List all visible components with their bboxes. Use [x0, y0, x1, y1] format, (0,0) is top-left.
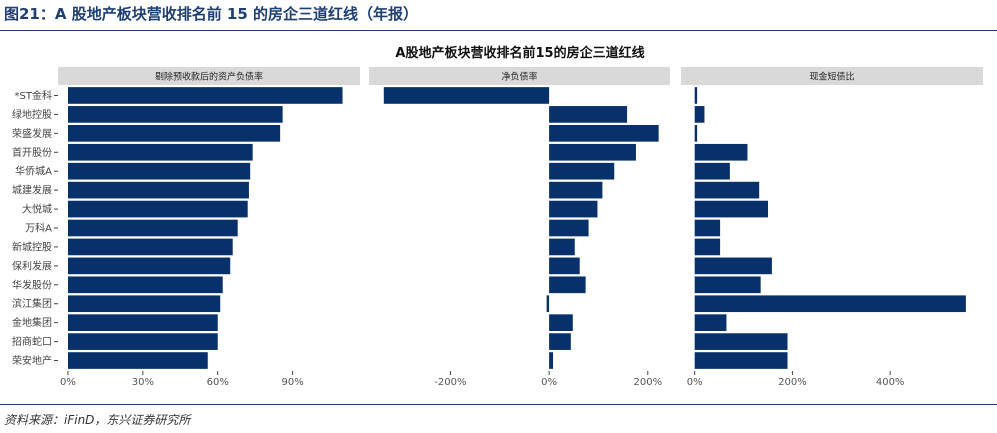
panel-title: 剔除预收款后的资产负债率 [155, 71, 263, 83]
bar [694, 333, 788, 350]
category-label: 保利发展 [12, 259, 52, 272]
bar [67, 352, 208, 369]
bar [549, 238, 575, 256]
footer-divider [0, 404, 997, 405]
panel-strip [58, 67, 360, 85]
header-divider [0, 30, 997, 31]
bar [549, 106, 628, 123]
panel-title: 净负债率 [501, 71, 537, 83]
bar [67, 181, 249, 199]
category-label: 金地集团 [12, 316, 52, 329]
bar [67, 125, 281, 142]
bar [549, 352, 554, 369]
source-note: 资料来源：iFinD，东兴证券研究所 [4, 413, 191, 427]
bar [549, 200, 598, 218]
panel: 剔除预收款后的资产负债率 0% 30% 60% 90% [58, 67, 360, 388]
bar [549, 162, 615, 180]
bar [549, 276, 586, 294]
bar [549, 314, 573, 331]
bar [67, 106, 283, 123]
x-tick-label: 0% [687, 377, 703, 388]
figure-title: 图21：A 股地产板块营收排名前 15 的房企三道红线（年报） [4, 5, 419, 23]
panel-strip [369, 67, 670, 85]
bar [67, 143, 253, 161]
bar [67, 257, 231, 275]
bar [694, 106, 705, 123]
bar [67, 333, 218, 350]
bar [694, 257, 772, 275]
x-tick-label: 0% [60, 377, 76, 388]
bar [694, 314, 727, 331]
bar [67, 238, 233, 256]
bar [383, 87, 550, 104]
bar [549, 333, 571, 350]
x-tick-label: 90% [281, 377, 303, 388]
x-tick-label: 0% [541, 377, 557, 388]
bar [694, 162, 730, 180]
category-label: 滨江集团 [12, 297, 52, 310]
bar [549, 143, 636, 161]
bar [67, 314, 218, 331]
panel-title: 现金短债比 [809, 71, 854, 83]
panel: 净负债率 -200% 0% 200% [369, 67, 670, 388]
bar [694, 295, 966, 313]
bar [694, 276, 761, 294]
category-label: 城建发展 [12, 184, 52, 197]
chart-title: A股地产板块营收排名前15的房企三道红线 [395, 45, 644, 61]
category-label: 华侨城A [15, 165, 52, 178]
category-label: 大悦城 [22, 203, 52, 216]
panel: 现金短债比 0% 200% 400% [681, 67, 983, 388]
bar [67, 219, 238, 237]
bar [67, 162, 251, 180]
x-tick-label: -200% [434, 377, 466, 388]
bar [694, 238, 721, 256]
bar [694, 219, 721, 237]
category-label: 华发股份 [12, 278, 52, 291]
bar [549, 257, 580, 275]
x-tick-label: 200% [778, 377, 807, 388]
category-label: 新城控股 [12, 240, 52, 253]
category-label: 招商蛇口 [12, 335, 52, 348]
bar [67, 295, 221, 313]
category-label: 绿地控股 [12, 108, 52, 121]
x-tick-label: 60% [207, 377, 229, 388]
category-label: 首开股份 [12, 146, 52, 159]
x-tick-label: 30% [132, 377, 154, 388]
category-label: 万科A [25, 222, 52, 235]
bar [549, 181, 603, 199]
bar [67, 200, 248, 218]
bar [546, 295, 550, 313]
bar [694, 143, 748, 161]
panel-strip [681, 67, 983, 85]
bar [694, 352, 788, 369]
bar [694, 181, 760, 199]
bar [694, 125, 698, 142]
bar [694, 87, 698, 104]
category-label: *ST金科 [15, 89, 52, 102]
bar [67, 276, 223, 294]
bar [549, 219, 589, 237]
category-label: 荣安地产 [12, 354, 52, 367]
x-tick-label: 400% [876, 377, 905, 388]
category-label: 荣盛发展 [12, 127, 52, 140]
bar [67, 87, 343, 104]
bar [549, 125, 659, 142]
x-tick-label: 200% [633, 377, 662, 388]
bar [694, 200, 768, 218]
